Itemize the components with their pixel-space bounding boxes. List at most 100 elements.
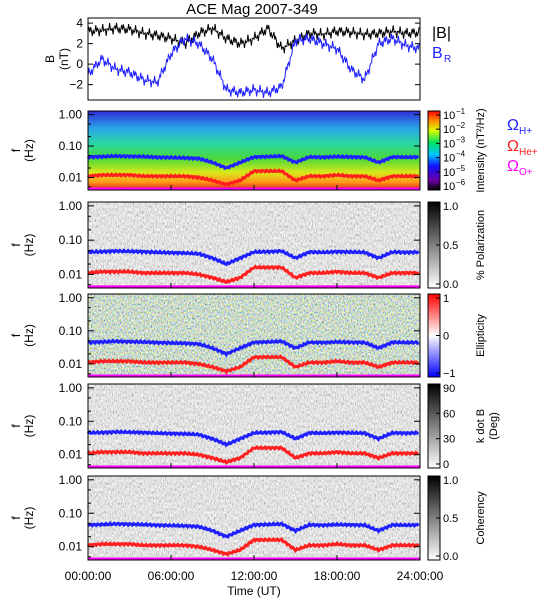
colorbar-tick-label: 30: [443, 434, 455, 446]
x-tick-label: 24:00:00: [397, 569, 444, 583]
colorbar-tick-base: 10: [443, 124, 455, 136]
legend-omega-sub-1: He+: [519, 147, 538, 158]
legend-omega-2: Ω: [507, 158, 519, 175]
y-tick-label: 0.01: [59, 170, 83, 184]
y-tick-label: 0: [76, 57, 83, 71]
colorbar-tick-label: 90: [443, 383, 455, 395]
omega-H-line: [86, 429, 419, 448]
b-field-ylabel: B (nT): [43, 48, 71, 70]
ylabel-line2: (Hz): [22, 234, 36, 257]
spectrogram-panel-5: 1.00 0.10 0.01 f (Hz) 1.0 0.5 0.0 Coherency: [9, 473, 487, 563]
colorbar: [427, 383, 441, 469]
colorbar-tick-label: 1.0: [443, 201, 458, 213]
omega-He-line: [86, 168, 419, 187]
ylabel-line2: (Hz): [22, 415, 36, 438]
colorbar-tick-label: 0.5: [443, 513, 458, 525]
spectrogram-panel-2: 1.00 0.10 0.01 f (Hz) 1.0 0.5 0.0 % Polarization: [9, 199, 487, 291]
omega-He-line: [86, 536, 420, 557]
colorbar-tick-base: 10: [443, 153, 455, 165]
ylabel-line1: f: [9, 243, 23, 247]
omega-H-line: [87, 521, 420, 539]
legend-omega-sub-2: O+: [519, 167, 533, 178]
colorbar-tick-exp: −5: [456, 164, 466, 173]
x-tick-label: 18:00:00: [314, 569, 361, 583]
colorbar-label-text: Intensity (nT²/Hz): [475, 108, 487, 192]
series-line-B-total: [87, 22, 420, 54]
x-tick-label: 12:00:00: [231, 569, 278, 583]
x-tick-label: 00:00:00: [65, 569, 112, 583]
colorbar-label: Intensity (nT²/Hz): [475, 108, 487, 192]
colorbar-label: k dot B (Deg): [475, 409, 500, 443]
y-tick-label: 0.01: [59, 540, 83, 554]
y-tick-label: 0.01: [59, 267, 83, 281]
y-tick-label: 0.10: [59, 324, 83, 338]
colorbar-tick-label: 0.0: [443, 551, 458, 563]
ylabel-line2: (Hz): [22, 507, 36, 530]
colorbar-tick-exp: −4: [456, 150, 466, 159]
y-tick-label: 0.01: [59, 448, 83, 462]
y-tick-label: 1.00: [59, 291, 83, 305]
y-tick-label: 4: [76, 16, 83, 30]
colorbar-tick-base: 10: [443, 110, 455, 122]
spectrogram-panel-3: 1.00 0.10 0.01 f (Hz) 1 0 −1 Ellipticity: [9, 291, 487, 380]
legend-omega-1: Ω: [507, 138, 519, 155]
ylabel: f (Hz): [9, 234, 36, 257]
ylabel-line1: f: [9, 516, 23, 520]
legend-B-total: |B|: [432, 25, 451, 42]
colorbar-tick-base: 10: [443, 138, 455, 150]
legend-B-R: B: [432, 45, 443, 62]
y-tick-label: 1.00: [59, 199, 83, 213]
colorbar-label-text: Ellipticity: [475, 314, 487, 357]
ylabel: f (Hz): [9, 324, 36, 347]
colorbar-tick-label: 1.0: [443, 475, 458, 487]
y-tick-label: 1.00: [59, 473, 83, 487]
colorbar-tick-label: 60: [443, 408, 455, 420]
colorbar-label-text2: (Deg): [488, 412, 500, 440]
ylabel-line2: (Hz): [22, 139, 36, 162]
ylabel: f (Hz): [9, 139, 36, 162]
omega-H-line: [87, 338, 420, 358]
x-tick-label: 06:00:00: [148, 569, 195, 583]
colorbar-tick-label: 0: [443, 459, 449, 471]
colorbar-label: Ellipticity: [475, 314, 487, 357]
y-tick-label: −2: [69, 78, 83, 92]
colorbar: [427, 110, 441, 191]
spectrogram-panel-4: 1.00 0.10 0.01 f (Hz) 90 60 30 0 k dot B (Deg): [9, 381, 500, 471]
colorbar-tick-exp: −3: [456, 135, 466, 144]
colorbar-tick-label: 0: [443, 331, 449, 343]
spectrogram-panel-1: 1.000.100.01f (Hz)10−110−210−310−410 −510−…: [9, 107, 487, 193]
gyrofrequency-legend: Ω H+Ω He+Ω O+: [507, 117, 538, 178]
omega-He-line: [87, 354, 420, 375]
ylabel: f (Hz): [9, 507, 36, 530]
y-tick-label: 0.10: [59, 506, 83, 520]
colorbar-label: Coherency: [475, 491, 487, 545]
colorbar-label-text: Coherency: [475, 491, 487, 545]
legend-B-R-sub: R: [444, 54, 451, 65]
omega-H-line: [87, 248, 420, 267]
b-field-panel: 420−2B (nT)|B|B R: [43, 16, 451, 101]
ylabel-line1: f: [9, 148, 23, 152]
legend-omega-sub-0: H+: [519, 126, 532, 137]
y-tick-label: 0.10: [59, 414, 83, 428]
b-field-frame: [87, 17, 421, 101]
legend-omega-0: Ω: [507, 117, 519, 134]
colorbar-tick-exp: −6: [456, 178, 466, 187]
ylabel-line1: f: [9, 333, 23, 337]
ylabel-line2: (nT): [57, 48, 71, 70]
y-tick-label: 0.01: [59, 357, 83, 371]
colorbar-tick-label: −1: [443, 368, 456, 380]
colorbar-tick-base: 10: [443, 167, 455, 179]
ylabel: f (Hz): [9, 415, 36, 438]
ylabel-line1: f: [9, 424, 23, 428]
colorbar-tick-exp: −2: [456, 121, 466, 130]
y-tick-label: 1.00: [59, 108, 83, 122]
colorbar-tick-label: 1: [443, 293, 449, 305]
ylabel-line2: (Hz): [22, 324, 36, 347]
x-axis: 00:00:00 06:00:00 12:00:00 18:00:00 24:00:00…: [65, 569, 444, 598]
omega-He-line: [86, 444, 419, 465]
ylabel-line1: B: [43, 55, 57, 63]
series-line-B-R: [87, 33, 420, 98]
colorbar-tick-base: 10: [443, 181, 455, 193]
colorbar-label-text: k dot B: [475, 409, 487, 443]
